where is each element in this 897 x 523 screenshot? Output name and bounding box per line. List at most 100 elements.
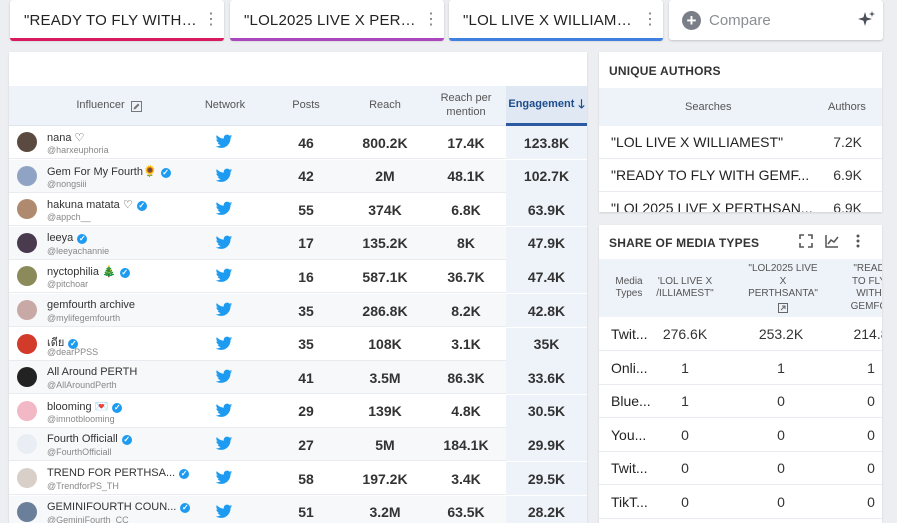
table-row[interactable]: Gem For My Fourth🌻 ✓ @nongsiii 42 2M 48.1K 102… [9,159,587,193]
kebab-icon[interactable] [850,233,866,249]
table-row[interactable]: TikT... 0 0 0 [599,485,882,519]
col-reach-per-mention[interactable]: Reach per mention [440,92,492,118]
avatar[interactable] [17,232,37,253]
avatar[interactable] [17,300,37,320]
media-count: 0 [681,460,689,477]
table-row[interactable]: All Around PERTH @AllAroundPerth 41 3.5M 86.… [9,361,587,395]
reach-per-mention-value: 8.2K [451,302,481,319]
list-item[interactable]: "LOL2025 LIVE X PERTHSAN... 6.9K [599,192,882,212]
reach-per-mention-value: 63.5K [447,504,485,521]
influencer-name[interactable]: Gem For My Fourth🌻 ✓ [47,165,171,178]
search-tab-1[interactable]: "READY TO FLY WITH GE... ⋮ [10,0,224,41]
influencer-handle: @GeminiFourth_CC [47,514,129,523]
table-row[interactable]: Twit... 0 0 0 [599,451,882,486]
reach-value: 197.2K [362,470,408,487]
table-row[interactable]: เดีย ✓ @dearPPSS 35 108K 3.1K 35K [9,327,587,361]
search-tab-3[interactable]: "LOL LIVE X WILLIAMEST" ⋮ [449,0,663,41]
list-item[interactable]: "LOL LIVE X WILLIAMEST" 7.2K [599,126,882,159]
engagement-value: 35K [506,327,587,361]
table-row[interactable]: Twit... 276.6K 253.2K 214.8 [599,317,882,351]
media-count: 1 [777,359,785,376]
media-count: 0 [777,460,785,477]
avatar[interactable] [17,199,37,220]
influencer-handle: @leeyachannie [47,245,110,256]
avatar[interactable] [17,266,37,287]
table-row[interactable]: gemfourth archive @mylifegemfourth 35 286.8… [9,294,587,327]
table-row[interactable]: hakuna matata ♡ ✓ @appch__ 55 374K 6.8K 63.9K [9,193,587,227]
influencer-name[interactable]: hakuna matata ♡ ✓ [47,198,147,212]
influencer-name[interactable]: All Around PERTH [47,366,137,378]
influencer-name[interactable]: TREND FOR PERTHSA... ✓ [47,467,190,479]
avatar[interactable] [17,367,37,388]
col-authors[interactable]: Authors [828,101,866,113]
influencer-name[interactable]: เดีย ✓ [47,333,79,351]
sparkle-icon[interactable] [855,9,877,31]
influencer-name-text: Fourth Officiall [47,433,118,446]
engagement-value: 123.8K [506,126,587,159]
influencer-panel: Influencer Network Posts Reach Reach per… [9,52,587,523]
search-tab-label: "READY TO FLY WITH GE... [24,11,198,29]
list-item[interactable]: "READY TO FLY WITH GEMF... 6.9K [599,159,882,192]
col-search-3[interactable]: "READ TO FLY WITH GEMFO [850,263,882,312]
influencer-name[interactable]: nyctophilia 🎄 ✓ [47,265,130,279]
kebab-icon[interactable]: ⋮ [203,11,219,28]
compare-button[interactable]: + Compare [669,0,883,40]
avatar[interactable] [17,333,37,354]
media-count: 0 [777,494,785,510]
search-tab-label: "LOL LIVE X WILLIAMEST" [463,11,637,29]
col-posts[interactable]: Posts [292,99,320,112]
twitter-icon [215,369,233,385]
kebab-icon[interactable]: ⋮ [642,11,658,28]
influencer-handle: @imnotblooming [47,413,115,424]
twitter-icon [215,403,233,419]
col-reach[interactable]: Reach [369,99,401,112]
table-row[interactable]: nana ♡ @harxeuphoria 46 800.2K 17.4K 123.8K [9,126,587,159]
influencer-name-text: nyctophilia 🎄 [47,266,116,279]
share-media-header: Media Types 'LOL LIVE X /ILLIAMEST" "LOL… [599,259,882,317]
avatar[interactable] [17,501,37,522]
avatar[interactable] [17,132,37,152]
search-tab-2[interactable]: "LOL2025 LIVE X PERTH... ⋮ [230,0,444,41]
open-icon[interactable] [778,302,788,313]
table-row[interactable]: GEMINIFOURTH COUN... ✓ @GeminiFourth_CC 51 3… [9,495,587,523]
table-row[interactable]: Fourth Officiall ✓ @FourthOfficiall 27 5M 184… [9,428,587,462]
edit-icon[interactable] [130,100,142,112]
col-search-1[interactable]: 'LOL LIVE X /ILLIAMEST" [656,275,714,300]
table-row[interactable]: You... 0 0 0 [599,418,882,452]
media-count: 253.2K [758,326,804,342]
col-search-2[interactable]: "LOL2025 LIVE X PERTHSANTA" [747,259,819,317]
avatar[interactable] [17,400,37,421]
influencer-name[interactable]: blooming 💌 ✓ [47,400,123,413]
col-influencer[interactable]: Influencer [29,86,189,126]
tab-color-bar [10,38,224,41]
table-row[interactable]: Onli... 1 1 1 [599,351,882,385]
avatar[interactable] [17,468,37,488]
share-media-title: SHARE OF MEDIA TYPES [609,236,760,250]
col-engagement[interactable]: Engagement 🡓 [506,86,587,126]
table-row[interactable]: Blue... 1 0 0 [599,384,882,419]
kebab-icon[interactable]: ⋮ [423,11,439,28]
chart-icon[interactable] [824,233,840,249]
table-row[interactable]: TREND FOR PERTHSA... ✓ @TrendforPS_TH 58 197… [9,462,587,495]
table-row[interactable]: blooming 💌 ✓ @imnotblooming 29 139K 4.8K 30.5K [9,394,587,428]
expand-icon[interactable] [798,233,814,249]
col-media-types[interactable]: Media Types [615,275,643,300]
twitter-icon [215,470,233,486]
avatar[interactable] [17,434,37,455]
authors-count: 7.2K [833,134,862,150]
col-network[interactable]: Network [204,99,246,112]
influencer-name[interactable]: nana ♡ [47,131,84,144]
table-row[interactable]: leeya ✓ @leeyachannie 17 135.2K 8K 47.9K [9,226,587,260]
influencer-name[interactable]: gemfourth archive [47,299,135,311]
reach-per-mention-value: 86.3K [447,369,485,386]
search-tab-label: "LOL2025 LIVE X PERTH... [244,11,418,29]
influencer-table-header: Influencer Network Posts Reach Reach per… [9,86,587,126]
twitter-icon [215,134,233,150]
engagement-value: 42.8K [506,294,587,327]
table-row[interactable]: nyctophilia 🎄 ✓ @pitchoar 16 587.1K 36.7K 47.4… [9,260,587,294]
col-searches[interactable]: Searches [685,101,732,113]
influencer-name[interactable]: Fourth Officiall ✓ [47,433,132,446]
influencer-name[interactable]: leeya ✓ [47,232,88,244]
avatar[interactable] [17,165,37,186]
influencer-name[interactable]: GEMINIFOURTH COUN... ✓ [47,501,191,513]
